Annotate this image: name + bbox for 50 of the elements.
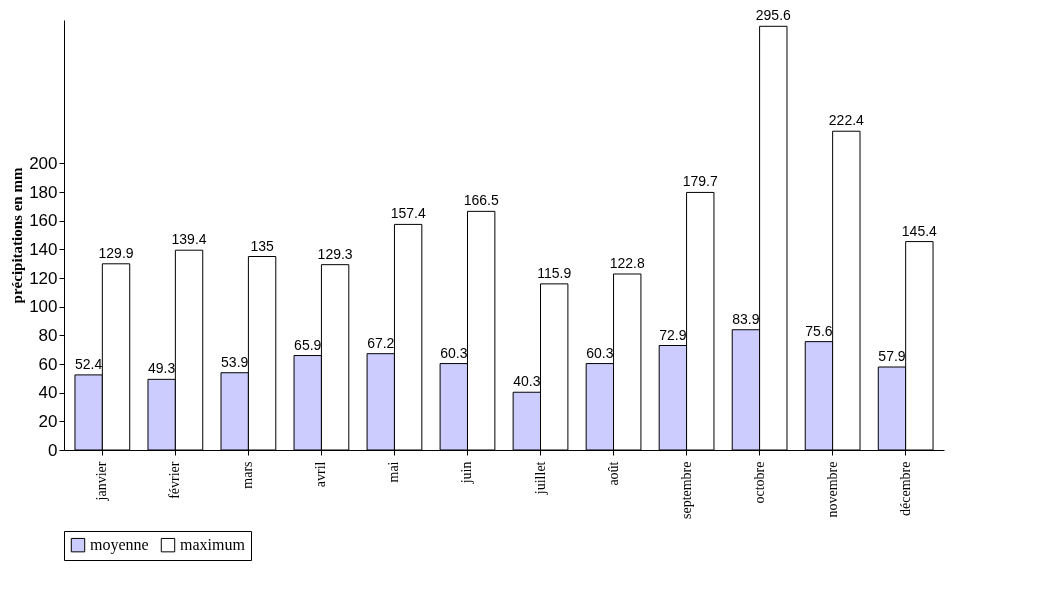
data-label: 52.4 xyxy=(75,355,103,372)
data-label: 139.4 xyxy=(171,231,207,248)
data-label: 295.6 xyxy=(755,7,792,24)
data-label: 122.8 xyxy=(609,254,645,271)
data-label: 72.9 xyxy=(659,326,687,343)
data-label: 222.4 xyxy=(828,112,865,129)
x-tick-label: novembre xyxy=(824,461,840,518)
y-axis-title: précipitations en mm xyxy=(9,167,26,304)
y-tick-label: 140 xyxy=(29,239,58,259)
data-label: 75.6 xyxy=(805,322,833,339)
data-label: 49.3 xyxy=(148,360,176,377)
data-label: 145.4 xyxy=(901,222,938,239)
x-tick-label: février xyxy=(167,461,183,499)
data-label: 129.9 xyxy=(98,244,134,261)
y-tick-label: 20 xyxy=(38,411,58,431)
data-label: 179.7 xyxy=(682,173,718,190)
data-label: 115.9 xyxy=(537,264,572,281)
y-tick-label: 160 xyxy=(29,211,58,231)
y-tick-label: 120 xyxy=(29,268,58,288)
y-tick-label: 60 xyxy=(38,354,58,374)
x-tick-label: août xyxy=(605,461,621,486)
y-tick-label: 0 xyxy=(48,440,58,460)
y-tick-label: 180 xyxy=(29,182,58,202)
data-label: 60.3 xyxy=(586,344,614,361)
data-label: 53.9 xyxy=(221,353,249,370)
data-label: 135 xyxy=(250,237,274,254)
legend-label: maximum xyxy=(180,536,246,554)
y-tick-label: 100 xyxy=(29,297,58,317)
data-label: 83.9 xyxy=(732,310,760,327)
y-tick-label: 40 xyxy=(38,383,58,403)
x-tick-label: avril xyxy=(313,461,329,488)
data-label: 166.5 xyxy=(463,192,499,209)
y-tick-label: 80 xyxy=(38,325,58,345)
x-tick-label: juin xyxy=(459,461,475,485)
x-tick-label: septembre xyxy=(678,461,694,520)
y-tick-label: 200 xyxy=(29,153,58,173)
x-tick-label: mai xyxy=(386,461,402,483)
data-label: 60.3 xyxy=(440,344,468,361)
data-label: 157.4 xyxy=(390,205,426,222)
x-tick-label: octobre xyxy=(751,461,767,504)
legend-label: moyenne xyxy=(90,536,149,555)
data-label: 129.3 xyxy=(317,245,353,262)
x-tick-label: décembre xyxy=(897,461,913,516)
x-tick-label: juillet xyxy=(532,461,548,496)
x-tick-label: janvier xyxy=(94,461,110,502)
data-label: 57.9 xyxy=(878,348,906,365)
data-label: 40.3 xyxy=(513,373,541,390)
data-label: 67.2 xyxy=(367,334,395,351)
data-label: 65.9 xyxy=(294,336,322,353)
x-tick-label: mars xyxy=(240,461,256,489)
